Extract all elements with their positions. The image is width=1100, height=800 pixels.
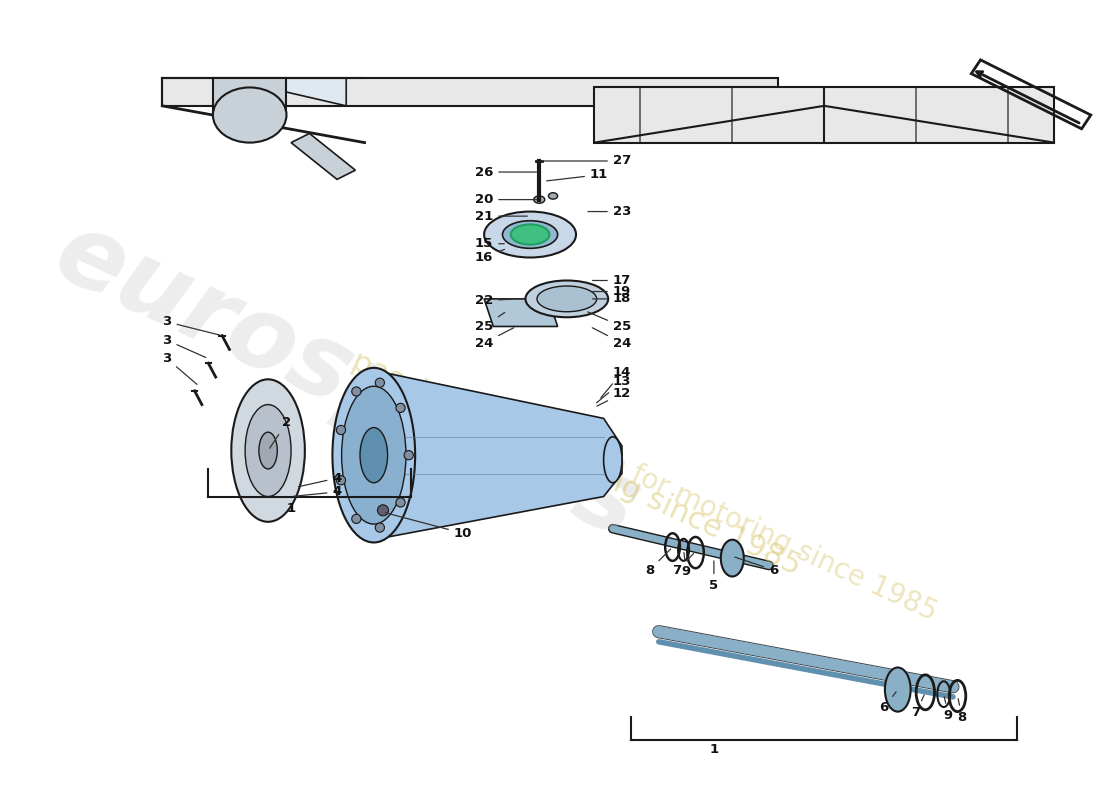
Ellipse shape	[503, 221, 558, 248]
Text: 6: 6	[735, 557, 779, 577]
Ellipse shape	[258, 432, 277, 469]
Text: 3: 3	[163, 352, 197, 385]
Text: 21: 21	[475, 210, 527, 222]
Text: 24: 24	[475, 328, 514, 350]
Circle shape	[352, 387, 361, 396]
Text: 19: 19	[593, 285, 631, 298]
Polygon shape	[213, 78, 286, 115]
Ellipse shape	[604, 437, 622, 482]
Ellipse shape	[549, 193, 558, 199]
Polygon shape	[484, 299, 558, 326]
Text: 22: 22	[475, 294, 514, 307]
Text: 15: 15	[475, 238, 504, 250]
Polygon shape	[292, 134, 355, 179]
Polygon shape	[163, 78, 779, 106]
Text: 9: 9	[944, 697, 953, 722]
Ellipse shape	[526, 281, 608, 318]
Text: 7: 7	[672, 554, 694, 577]
Text: 3: 3	[163, 315, 219, 335]
Text: 6: 6	[879, 692, 896, 714]
Text: 1: 1	[710, 743, 718, 756]
Text: 23: 23	[588, 205, 631, 218]
Text: 8: 8	[645, 549, 671, 577]
Text: passion for motoring since 1985: passion for motoring since 1985	[524, 412, 942, 627]
Text: 8: 8	[957, 698, 967, 724]
Text: 27: 27	[542, 154, 631, 167]
Text: 12: 12	[597, 387, 631, 406]
Text: 25: 25	[587, 312, 631, 333]
Ellipse shape	[534, 196, 544, 203]
Ellipse shape	[342, 386, 406, 524]
Ellipse shape	[537, 286, 596, 312]
Ellipse shape	[360, 427, 387, 482]
Ellipse shape	[884, 667, 911, 712]
Polygon shape	[227, 78, 346, 106]
Text: 10: 10	[386, 513, 472, 540]
Circle shape	[337, 476, 345, 485]
Circle shape	[375, 523, 385, 532]
Circle shape	[375, 378, 385, 387]
Text: 5: 5	[710, 561, 718, 592]
Circle shape	[396, 403, 405, 413]
Text: 14: 14	[601, 366, 631, 398]
Circle shape	[404, 450, 414, 460]
Text: 1: 1	[286, 502, 296, 515]
Text: 16: 16	[475, 250, 505, 264]
Text: 2: 2	[270, 417, 292, 448]
Ellipse shape	[484, 211, 576, 258]
Ellipse shape	[510, 225, 549, 245]
Ellipse shape	[720, 540, 744, 577]
Ellipse shape	[332, 368, 415, 542]
Text: 7: 7	[912, 695, 924, 719]
Circle shape	[337, 426, 345, 434]
Circle shape	[396, 498, 405, 507]
Text: eurospares: eurospares	[39, 204, 653, 559]
Text: 4: 4	[298, 472, 342, 486]
Ellipse shape	[213, 87, 286, 142]
Ellipse shape	[231, 379, 305, 522]
Polygon shape	[594, 87, 1054, 142]
Circle shape	[352, 514, 361, 523]
Text: 9: 9	[682, 553, 691, 578]
Text: 20: 20	[475, 193, 537, 206]
Text: 3: 3	[163, 334, 206, 358]
Text: 4: 4	[294, 486, 342, 498]
Text: 18: 18	[593, 292, 631, 306]
Circle shape	[377, 505, 388, 516]
Text: passion for motoring since 1985: passion for motoring since 1985	[346, 347, 805, 582]
Ellipse shape	[245, 405, 292, 497]
Text: 25: 25	[475, 312, 505, 333]
Text: 26: 26	[475, 166, 537, 178]
Text: 17: 17	[593, 274, 631, 287]
Text: 11: 11	[547, 168, 608, 182]
Polygon shape	[364, 373, 622, 538]
Text: 24: 24	[592, 328, 631, 350]
Text: 13: 13	[596, 375, 631, 403]
